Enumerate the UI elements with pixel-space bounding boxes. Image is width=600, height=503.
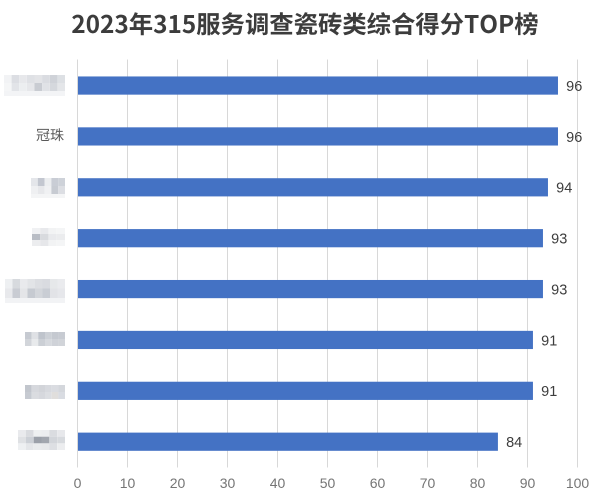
svg-text:70: 70: [420, 475, 436, 491]
svg-text:80: 80: [470, 475, 486, 491]
svg-text:60: 60: [370, 475, 386, 491]
svg-text:94: 94: [556, 181, 572, 197]
svg-text:90: 90: [520, 475, 536, 491]
svg-text:0: 0: [74, 475, 82, 491]
svg-text:100: 100: [566, 475, 590, 491]
svg-text:50: 50: [320, 475, 336, 491]
svg-text:84: 84: [506, 435, 522, 451]
svg-text:93: 93: [551, 232, 567, 248]
svg-text:96: 96: [566, 130, 582, 146]
svg-text:93: 93: [551, 282, 567, 298]
svg-text:40: 40: [270, 475, 286, 491]
svg-text:91: 91: [541, 333, 557, 349]
svg-text:20: 20: [170, 475, 186, 491]
svg-text:96: 96: [566, 79, 582, 95]
svg-text:30: 30: [220, 475, 236, 491]
svg-text:91: 91: [541, 384, 557, 400]
svg-text:10: 10: [120, 475, 136, 491]
